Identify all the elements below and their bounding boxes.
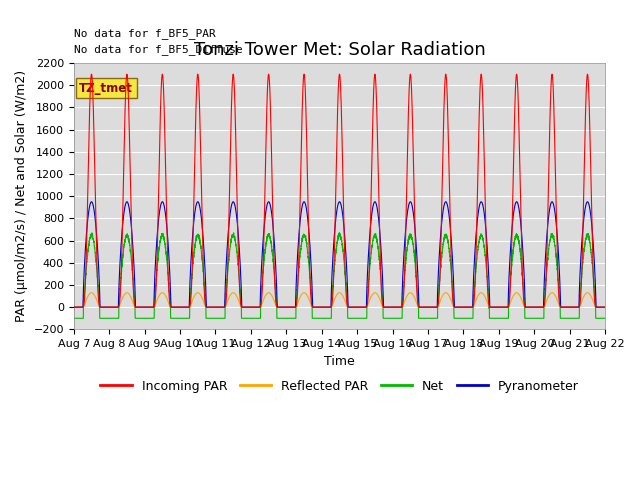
Title: Tonzi Tower Met: Solar Radiation: Tonzi Tower Met: Solar Radiation <box>194 41 485 59</box>
X-axis label: Time: Time <box>324 355 355 368</box>
Y-axis label: PAR (μmol/m2/s) / Net and Solar (W/m2): PAR (μmol/m2/s) / Net and Solar (W/m2) <box>15 70 28 322</box>
Legend: Incoming PAR, Reflected PAR, Net, Pyranometer: Incoming PAR, Reflected PAR, Net, Pyrano… <box>95 375 584 397</box>
Text: No data for f_BF5_PAR: No data for f_BF5_PAR <box>74 28 216 39</box>
Text: TZ_tmet: TZ_tmet <box>79 82 133 95</box>
Text: No data for f_BF5_Diffuse: No data for f_BF5_Diffuse <box>74 45 243 55</box>
